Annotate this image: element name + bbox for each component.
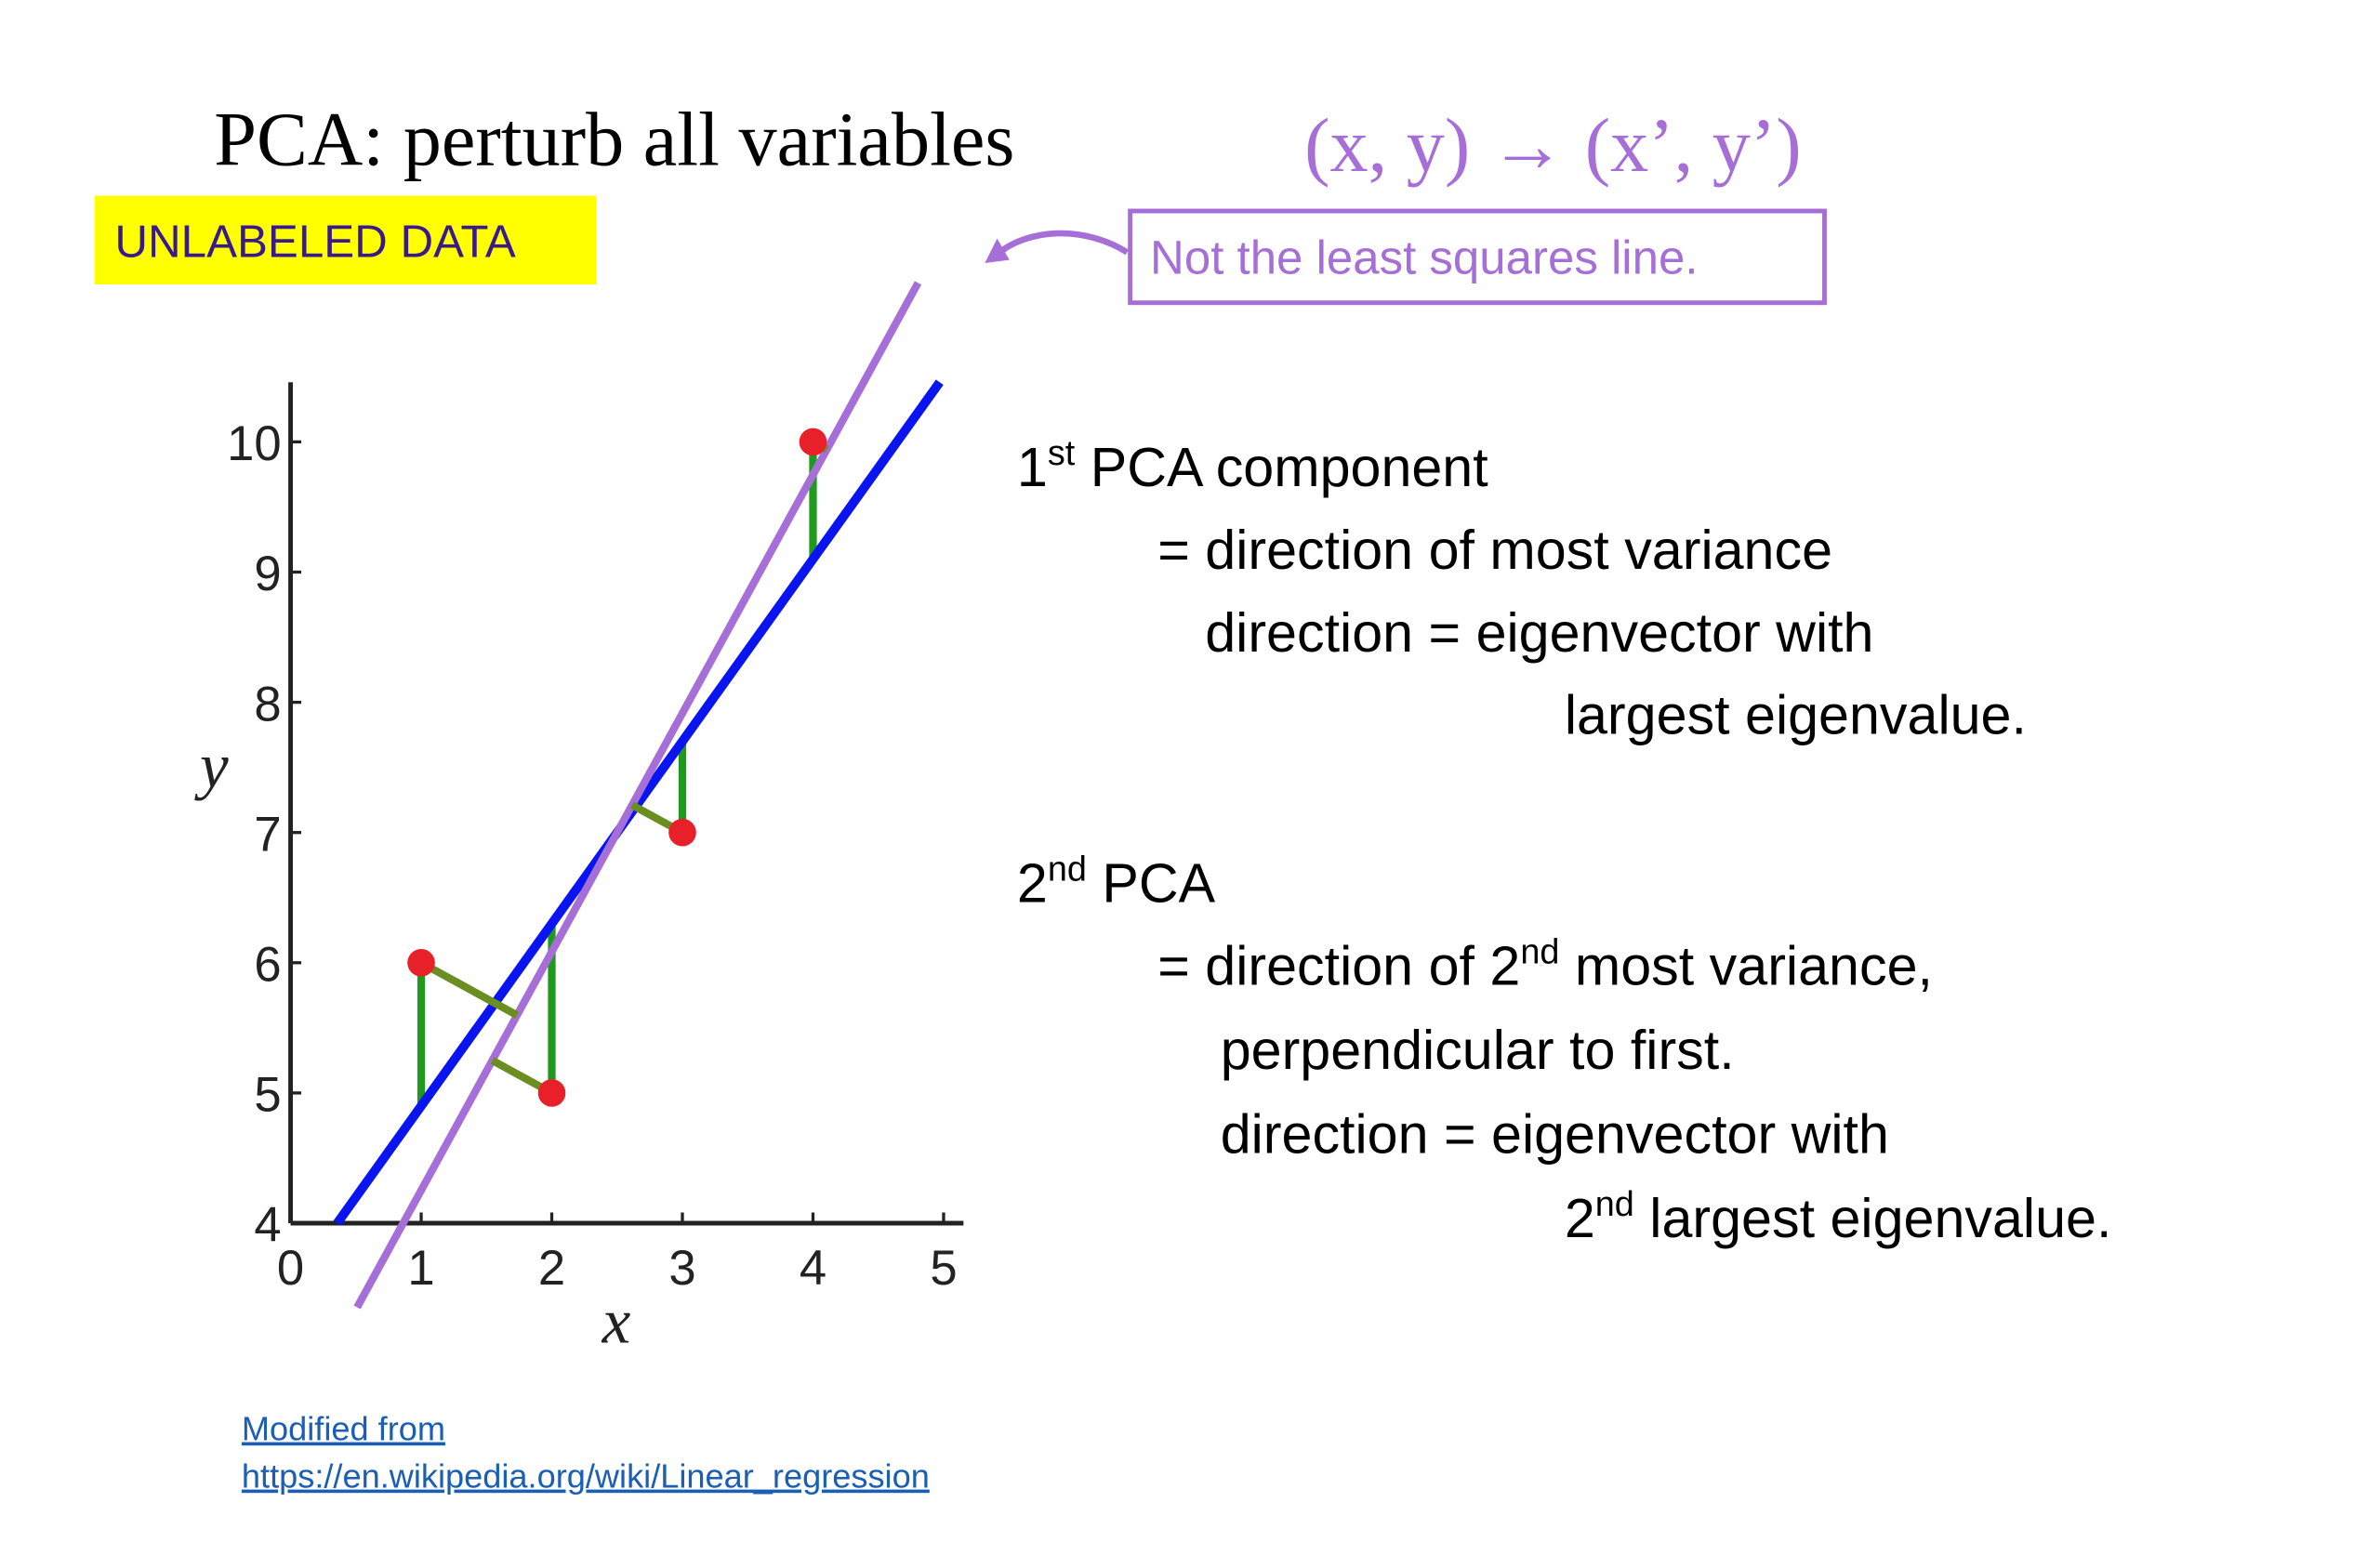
callout-box (1128, 208, 1827, 306)
y-tick-label: 7 (254, 807, 281, 862)
callout-arrow (992, 230, 1130, 259)
x-tick-label: 4 (800, 1241, 826, 1296)
note-text: direction = eigenvector with (1205, 601, 1873, 664)
note-line: direction = eigenvector with (1221, 1102, 1889, 1165)
note-text: PCA (1087, 852, 1216, 915)
superscript: nd (1520, 932, 1559, 971)
y-tick-label: 4 (254, 1198, 281, 1253)
note-text: most variance, (1559, 934, 1933, 996)
title: PCA: perturb all variables (214, 98, 1014, 182)
note-line: 2nd PCA (1017, 850, 1216, 915)
least-squares-line (333, 379, 944, 1226)
data-point (407, 948, 435, 977)
slide-content: PCA: perturb all variables (x, y) → (x’,… (94, 98, 2112, 1496)
note-text: perpendicular to first. (1221, 1019, 1735, 1081)
badge-bg (94, 195, 597, 284)
perpendicular-residual (419, 959, 520, 1019)
superscript: nd (1048, 850, 1087, 890)
source-line[interactable]: Modified from (242, 1410, 445, 1448)
x-axis-label: x (602, 1285, 631, 1356)
note-text: 1 (1017, 436, 1048, 498)
y-tick-label: 10 (227, 416, 282, 471)
callout: Not the least squares line. (1150, 231, 1698, 283)
note-text: = direction of 2 (1157, 934, 1520, 996)
note-line: = direction of 2nd most variance, (1157, 932, 1933, 996)
y-tick-label: 9 (254, 547, 281, 601)
callout-arrowhead (985, 238, 1010, 263)
note-text: = direction of most variance (1157, 519, 1832, 581)
data-point (537, 1079, 566, 1107)
data-point (799, 428, 827, 456)
superscript: nd (1595, 1185, 1634, 1224)
data-point (668, 818, 696, 847)
x-tick-label: 0 (277, 1241, 304, 1296)
x-tick-label: 3 (668, 1241, 695, 1296)
mapping: (x, y) → (x’, y’) (1304, 103, 1801, 188)
source-link[interactable]: https://en.wikipedia.org/wiki/Linear_reg… (242, 1457, 930, 1496)
note-line: 1st PCA component (1017, 434, 1488, 498)
x-tick-label: 1 (407, 1241, 434, 1296)
pca-line (353, 281, 922, 1310)
note-text: direction = eigenvector with (1221, 1102, 1889, 1165)
y-tick-label: 8 (254, 677, 281, 731)
note-line: perpendicular to first. (1221, 1019, 1735, 1081)
note-line: = direction of most variance (1157, 519, 1832, 581)
note-text: 2 (1017, 852, 1048, 915)
y-axis-label: y (194, 730, 229, 801)
note-line: direction = eigenvector with (1205, 601, 1873, 664)
note-text: PCA component (1075, 436, 1488, 498)
x-tick-label: 2 (538, 1241, 565, 1296)
note-line: 2nd largest eigenvalue. (1565, 1185, 2112, 1249)
note-text: largest eigenvalue. (1634, 1187, 2112, 1249)
superscript: st (1048, 434, 1076, 473)
note-text: largest eigenvalue. (1565, 684, 2027, 746)
y-tick-label: 6 (254, 938, 281, 993)
note-line: largest eigenvalue. (1565, 684, 2027, 746)
note-text: 2 (1565, 1187, 1595, 1249)
x-tick-label: 5 (930, 1241, 957, 1296)
badge: UNLABELED DATA (114, 216, 516, 267)
y-tick-label: 5 (254, 1068, 281, 1123)
